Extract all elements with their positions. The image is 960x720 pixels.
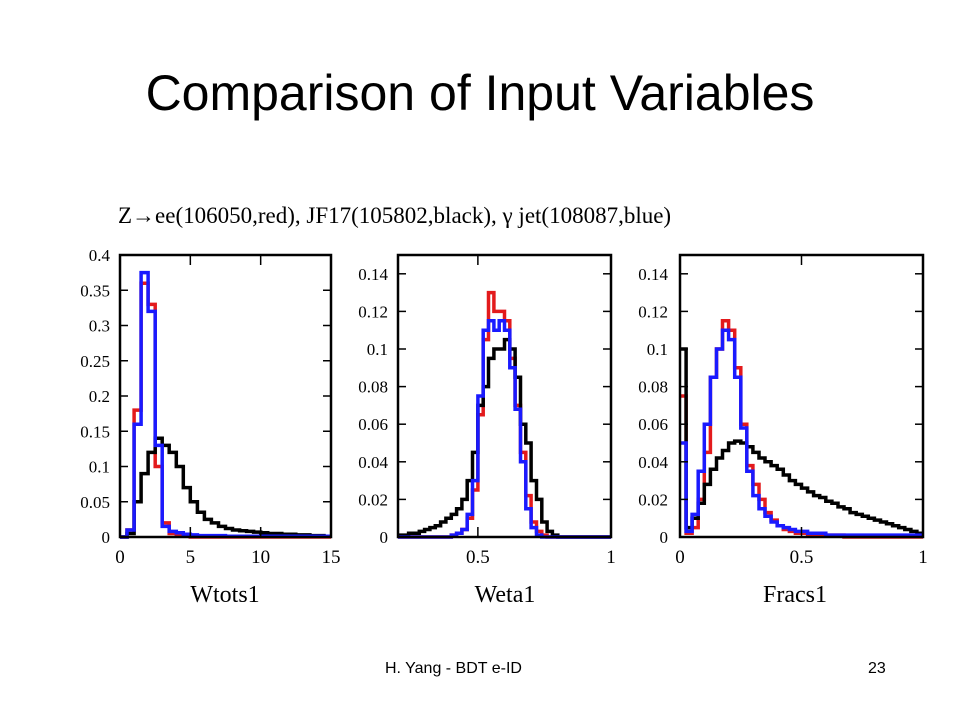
x-tick-label: 0.5: [790, 547, 814, 568]
x-tick-label: 1: [918, 547, 928, 568]
histogram-series-black-panel-1: [120, 436, 331, 539]
y-tick-label: 0.1: [89, 458, 110, 477]
x-tick-label: 10: [251, 547, 270, 568]
y-tick-label: 0: [102, 528, 111, 547]
plot-frame-panel-2: [396, 253, 613, 539]
y-tick-label: 0.02: [358, 490, 388, 509]
y-tick-label: 0.04: [358, 453, 388, 472]
histogram-series-black-panel-3: [680, 347, 923, 535]
x-tick-label: 0.5: [466, 547, 490, 568]
histogram-series-blue-panel-1: [120, 270, 331, 539]
y-tick-label: 0.14: [638, 265, 668, 284]
histogram-series-black-panel-2: [398, 337, 611, 539]
x-tick-label: 0: [675, 547, 685, 568]
x-tick-label: 0: [115, 547, 125, 568]
y-tick-label: 0.14: [358, 265, 388, 284]
y-tick-label: 0: [660, 528, 669, 547]
y-tick-label: 0.06: [638, 415, 668, 434]
x-axis-label-panel-1: Wtots1: [190, 582, 259, 608]
y-tick-label: 0.2: [89, 387, 110, 406]
histogram-series-blue-panel-2: [398, 319, 611, 539]
page-number: 23: [868, 660, 886, 677]
y-tick-label: 0.25: [80, 352, 110, 371]
histogram-series-blue-panel-3: [680, 328, 923, 537]
x-axis-label-panel-2: Weta1: [475, 582, 536, 608]
x-tick-label: 15: [322, 547, 341, 568]
plot-frame-panel-1: [118, 253, 333, 539]
y-tick-label: 0.3: [89, 317, 110, 336]
y-tick-label: 0: [380, 528, 389, 547]
y-tick-label: 0.08: [638, 378, 668, 397]
x-axis-label-panel-3: Fracs1: [763, 582, 827, 608]
y-tick-label: 0.4: [89, 246, 111, 265]
x-tick-label: 1: [606, 547, 616, 568]
slide-title: Comparison of Input Variables: [145, 65, 815, 121]
y-tick-label: 0.12: [358, 302, 388, 321]
y-tick-label: 0.04: [638, 453, 668, 472]
histogram-series-red-panel-1: [120, 281, 331, 539]
y-tick-label: 0.1: [367, 340, 388, 359]
x-tick-label: 5: [186, 547, 196, 568]
y-tick-label: 0.15: [80, 422, 110, 441]
y-tick-label: 0.08: [358, 378, 388, 397]
footer-author: H. Yang - BDT e-ID: [385, 660, 522, 677]
y-tick-label: 0.05: [80, 493, 110, 512]
y-tick-label: 0.1: [647, 340, 668, 359]
y-tick-label: 0.35: [80, 281, 110, 300]
y-tick-label: 0.06: [358, 415, 388, 434]
y-tick-label: 0.02: [638, 490, 668, 509]
plot-frame-panel-3: [678, 253, 925, 539]
y-tick-label: 0.12: [638, 302, 668, 321]
figure-header: Z→ee(106050,red), JF17(105802,black), γ …: [118, 203, 672, 228]
